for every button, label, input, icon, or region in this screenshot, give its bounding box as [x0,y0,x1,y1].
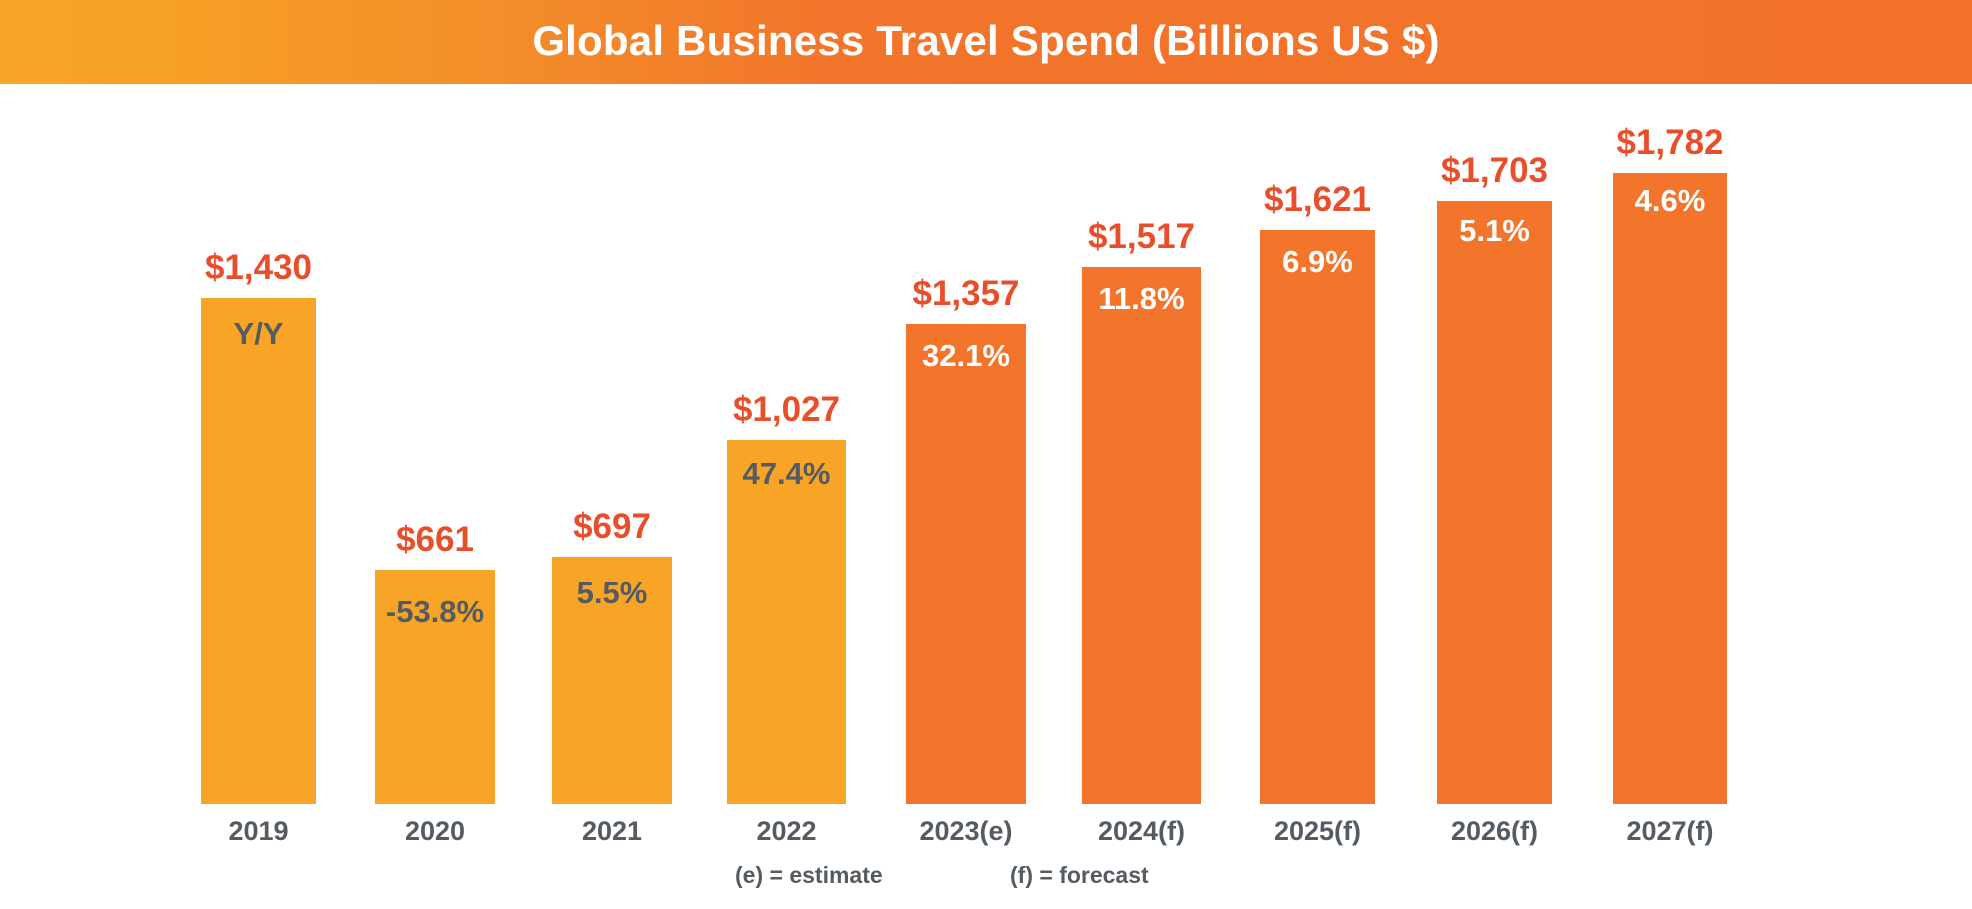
bar-group-2021: $697 5.5% [552,507,672,804]
bar-group-2027f: $1,782 4.6% [1613,123,1727,804]
legend-forecast: (f) = forecast [1010,862,1149,888]
x-tick-label: 2027(f) [1626,816,1714,846]
value-label: $1,703 [1440,151,1549,190]
yoy-label: 32.1% [922,338,1010,373]
bar-group-2026f: $1,703 5.1% [1437,151,1552,804]
x-tick-label: 2021 [581,816,643,846]
x-tick-label: 2026(f) [1450,816,1539,846]
legend-estimate: (e) = estimate [735,862,883,888]
bar-group-2023e: $1,357 32.1% [906,274,1026,804]
value-label: $1,027 [732,390,841,429]
yoy-label: 4.6% [1634,183,1706,218]
bar-2021 [552,557,672,804]
bar-group-2020: $661 -53.8% [375,520,495,804]
yoy-label: 5.1% [1459,213,1530,248]
bar-2023e [906,324,1026,804]
bar-2019 [201,298,316,804]
yoy-label: 11.8% [1098,281,1185,316]
bar-2025f [1260,230,1375,804]
title-banner: Global Business Travel Spend (Billions U… [0,0,1972,84]
yoy-label: 6.9% [1282,244,1353,279]
value-label: $697 [573,507,651,546]
bar-group-2024f: $1,517 11.8% [1082,217,1201,804]
bar-2020 [375,570,495,804]
bar-2026f [1437,201,1552,804]
bar-group-2019: $1,430 Y/Y [201,248,316,804]
bar-group-2025f: $1,621 6.9% [1260,180,1375,804]
x-tick-label: 2024(f) [1097,816,1186,846]
yoy-label: Y/Y [233,316,284,351]
x-tick-label: 2022 [756,816,817,846]
yoy-label: 47.4% [742,456,831,491]
value-label: $1,621 [1263,180,1372,219]
x-tick-label: 2023(e) [919,816,1013,846]
x-tick-label: 2025(f) [1273,816,1362,846]
value-label: $661 [396,520,474,559]
value-label: $1,430 [204,248,313,287]
bar-2024f [1082,267,1201,804]
bar-2022 [727,440,846,804]
bar-2027f [1613,173,1727,804]
yoy-label: -53.8% [385,594,485,629]
value-label: $1,782 [1616,123,1724,162]
bar-group-2022: $1,027 47.4% [727,390,846,804]
x-tick-label: 2020 [404,816,466,846]
value-label: $1,517 [1087,217,1196,256]
value-label: $1,357 [912,274,1020,313]
chart-title: Global Business Travel Spend (Billions U… [532,17,1440,64]
yoy-label: 5.5% [576,575,648,610]
x-tick-label: 2019 [228,816,289,846]
